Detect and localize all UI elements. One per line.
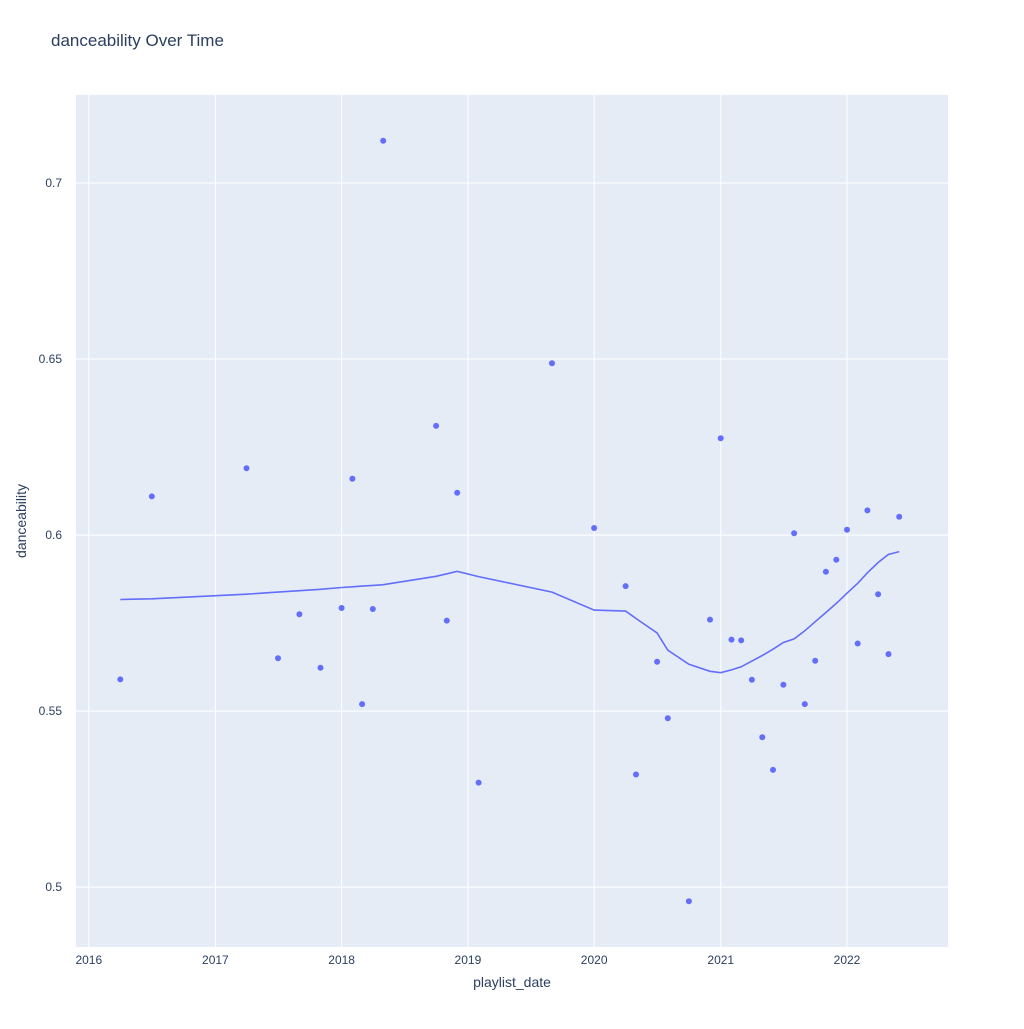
data-point [317, 664, 324, 671]
data-point [454, 489, 461, 496]
x-tick-label: 2018 [328, 953, 355, 967]
y-tick-label: 0.7 [45, 176, 62, 190]
data-point [844, 526, 850, 533]
x-tick-label: 2022 [834, 953, 861, 967]
data-point [812, 657, 819, 664]
x-axis-title: playlist_date [473, 974, 551, 990]
data-point [896, 513, 903, 520]
data-point [622, 583, 629, 590]
data-point [549, 360, 555, 367]
data-point [738, 637, 745, 644]
data-point [243, 465, 250, 472]
chart-title: danceability Over Time [51, 31, 224, 50]
data-point [885, 651, 892, 658]
data-point [759, 734, 766, 741]
data-point [275, 655, 281, 662]
data-point [369, 606, 376, 612]
data-point [864, 507, 871, 514]
trend-line [120, 550, 900, 674]
data-point [748, 676, 755, 683]
data-point [380, 137, 387, 144]
grid [76, 95, 948, 947]
plot-area [76, 95, 948, 947]
data-point [791, 530, 798, 537]
y-tick-label: 0.5 [45, 880, 62, 894]
data-point [591, 525, 598, 531]
x-tick-label: 2017 [202, 953, 229, 967]
data-point [359, 701, 366, 708]
data-point [117, 676, 124, 683]
scatter-points [117, 137, 903, 905]
data-point [338, 605, 345, 611]
data-point [801, 701, 808, 708]
data-point [707, 616, 713, 623]
y-axis-ticks: 0.5 0.55 0.6 0.65 0.7 [39, 176, 63, 894]
data-point [875, 591, 882, 598]
data-point [854, 640, 861, 647]
data-point [349, 475, 356, 482]
x-axis-ticks: 2016 2017 2018 2019 2020 2021 2022 [75, 953, 860, 967]
data-point [654, 658, 661, 665]
y-tick-label: 0.55 [39, 704, 63, 718]
data-point [770, 766, 776, 773]
data-point [475, 779, 482, 786]
data-point [833, 556, 840, 563]
x-tick-label: 2019 [455, 953, 482, 967]
data-point [148, 493, 155, 500]
data-point [443, 617, 450, 624]
data-point [433, 422, 440, 429]
y-tick-label: 0.6 [45, 528, 62, 542]
x-tick-label: 2016 [75, 953, 102, 967]
trend-line-series [120, 550, 900, 674]
data-point [822, 568, 829, 575]
x-tick-label: 2020 [581, 953, 608, 967]
data-point [664, 715, 671, 722]
y-tick-label: 0.65 [39, 352, 63, 366]
data-point [685, 898, 692, 905]
data-point [780, 681, 787, 688]
data-point [633, 771, 639, 778]
data-point [717, 435, 724, 442]
x-tick-label: 2021 [707, 953, 734, 967]
data-point [296, 611, 303, 618]
data-point [728, 636, 735, 643]
y-axis-title: danceability [13, 484, 29, 558]
